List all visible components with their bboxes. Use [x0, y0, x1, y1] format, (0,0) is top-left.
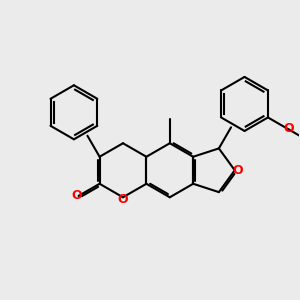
Text: O: O — [118, 193, 128, 206]
Text: O: O — [232, 164, 243, 177]
Text: O: O — [284, 122, 294, 135]
Text: O: O — [72, 189, 83, 203]
